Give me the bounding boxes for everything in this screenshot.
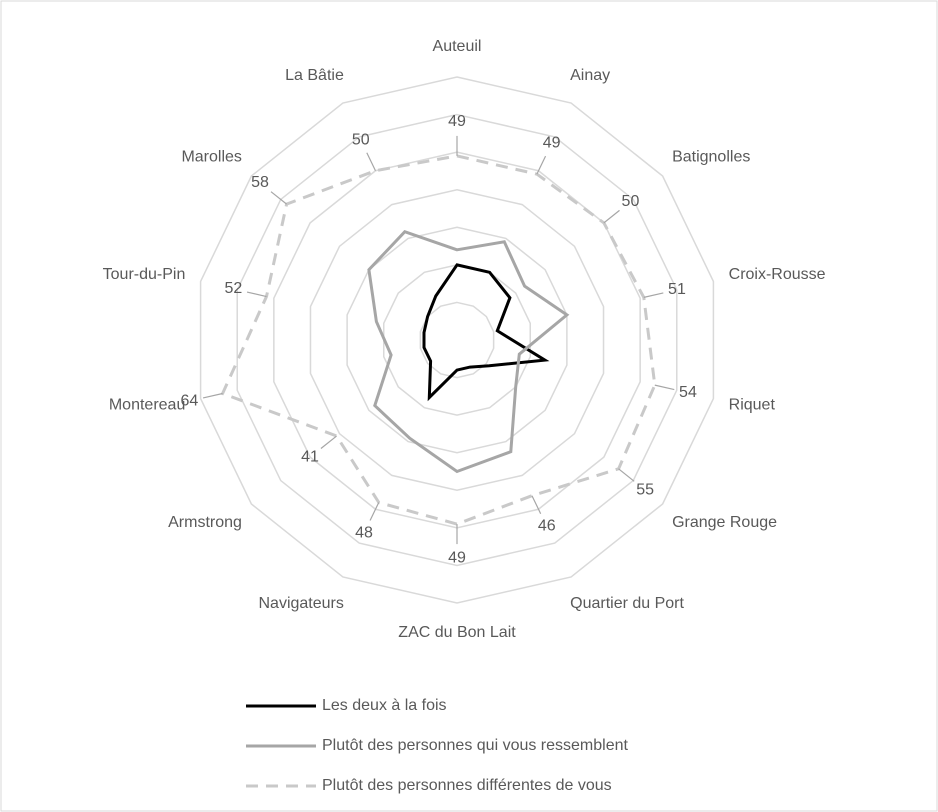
- leader-line: [366, 152, 377, 172]
- category-label: Batignolles: [672, 149, 750, 166]
- legend-label: Les deux à la fois: [322, 697, 447, 714]
- data-label: 64: [181, 392, 199, 409]
- legend-label: Plutôt des personnes qui vous ressemblen…: [322, 737, 629, 754]
- series-line: [367, 229, 570, 474]
- leader-line: [654, 384, 675, 391]
- category-label: Navigateurs: [258, 595, 343, 612]
- category-label: Quartier du Port: [570, 595, 684, 612]
- series-line: [422, 263, 550, 402]
- data-label: 49: [543, 135, 561, 152]
- leader-line: [369, 502, 380, 521]
- grid-ring: [199, 76, 715, 604]
- leader-line: [270, 191, 288, 205]
- grid-ring: [346, 226, 568, 454]
- data-label: 50: [622, 193, 640, 210]
- leader-line: [202, 392, 223, 399]
- grid-ring: [382, 264, 532, 416]
- series-line: [220, 154, 657, 526]
- category-label: Tour-du-Pin: [103, 266, 186, 283]
- legend-label: Plutôt des personnes différentes de vous: [322, 777, 612, 794]
- data-label: 41: [301, 448, 319, 465]
- data-label: 49: [448, 549, 466, 566]
- data-label: 49: [448, 113, 466, 130]
- category-label: Auteuil: [433, 38, 482, 55]
- leader-line: [246, 291, 267, 298]
- data-label: 51: [668, 281, 686, 298]
- category-label: Croix-Rousse: [729, 266, 826, 283]
- data-label: 52: [224, 280, 242, 297]
- category-label: Armstrong: [168, 514, 242, 531]
- leader-line: [643, 292, 664, 298]
- leader-line: [536, 155, 547, 175]
- data-label: 48: [355, 524, 373, 541]
- data-label: 54: [679, 384, 697, 401]
- category-label: Grange Rouge: [672, 514, 777, 531]
- data-label: 58: [251, 174, 269, 191]
- grid-ring: [236, 113, 678, 567]
- data-label: 55: [636, 481, 654, 498]
- category-label: Ainay: [570, 67, 610, 84]
- data-label: 46: [538, 518, 556, 535]
- data-label: 50: [352, 131, 370, 148]
- leader-line: [618, 468, 635, 482]
- category-label: ZAC du Bon Lait: [398, 624, 516, 641]
- leader-line: [531, 495, 542, 514]
- leader-line: [320, 435, 337, 449]
- category-label: La Bâtie: [285, 67, 344, 84]
- grid-ring: [309, 188, 605, 492]
- leader-line: [603, 209, 620, 224]
- category-label: Marolles: [181, 149, 241, 166]
- category-label: Montereau: [109, 396, 186, 413]
- category-label: Riquet: [729, 396, 776, 413]
